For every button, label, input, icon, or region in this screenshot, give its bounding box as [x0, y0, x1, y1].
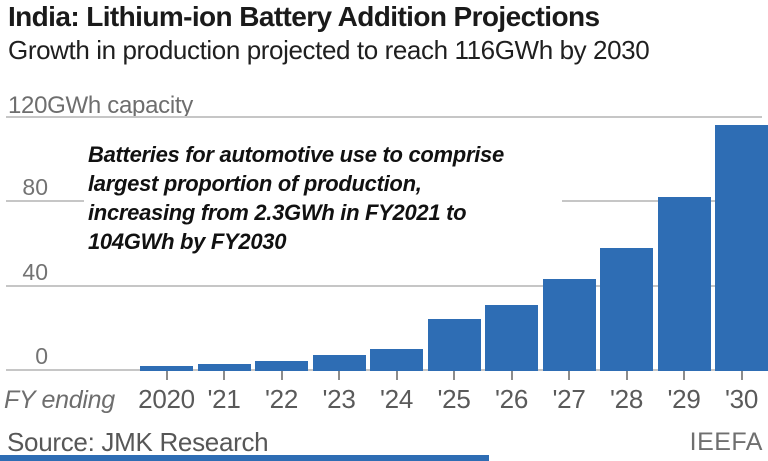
annotation-line: largest proportion of production,	[88, 171, 422, 196]
x-tick-'30	[740, 371, 743, 380]
x-tick-'27	[568, 371, 570, 380]
x-tick-'29	[683, 371, 685, 380]
y-tick-label-0: 0	[35, 343, 48, 369]
x-tick-2020	[165, 371, 168, 380]
x-tick-'25	[453, 371, 455, 380]
bar-2020	[140, 365, 193, 371]
bar-'24	[370, 348, 423, 371]
bar-'27	[542, 279, 596, 371]
gridline-120	[6, 116, 762, 118]
bar-'30	[715, 125, 768, 371]
x-tick-label-'25: '25	[437, 384, 471, 414]
y-tick-label-40: 40	[22, 258, 48, 285]
y-axis-capacity-label: 120GWh capacity	[8, 92, 193, 119]
bar-'25	[427, 319, 481, 371]
x-tick-label-'27: '27	[552, 384, 586, 414]
chart-annotation: Batteries for automotive use to comprise…	[84, 138, 562, 258]
bar-'22	[255, 360, 308, 371]
x-tick-'26	[510, 371, 513, 380]
x-tick-'28	[625, 371, 628, 380]
x-tick-label-2020: 2020	[138, 384, 195, 414]
x-tick-'23	[338, 371, 340, 380]
x-tick-label-'29: '29	[667, 384, 701, 414]
page-title: India: Lithium-ion Battery Addition Proj…	[8, 1, 600, 32]
bar-'23	[312, 355, 366, 371]
x-tick-label-'21: '21	[207, 384, 241, 414]
x-tick-label-'24: '24	[380, 384, 413, 414]
bar-'28	[600, 247, 653, 371]
x-tick-label-'22: '22	[265, 384, 298, 414]
x-tick-label-'30: '30	[725, 384, 758, 414]
x-tick-'21	[223, 371, 225, 380]
source-credit: Source: JMK Research	[7, 427, 269, 457]
x-tick-label-'23: '23	[322, 384, 356, 414]
bottom-accent-strip	[0, 455, 489, 461]
annotation-line: Batteries for automotive use to comprise	[88, 142, 504, 167]
x-tick-label-'26: '26	[495, 384, 528, 414]
bar-'21	[197, 363, 251, 371]
x-tick-'24	[395, 371, 398, 380]
bar-'29	[657, 197, 711, 371]
gridline-40	[6, 284, 762, 287]
x-tick-label-'28: '28	[610, 384, 643, 414]
bar-'26	[485, 304, 538, 371]
page-subtitle: Growth in production projected to reach …	[8, 35, 650, 65]
x-tick-'22	[280, 371, 283, 380]
annotation-line: increasing from 2.3GWh in FY2021 to	[88, 200, 467, 225]
annotation-line: 104GWh by FY2030	[88, 229, 287, 254]
x-axis-label: FY ending	[4, 386, 115, 414]
brand-logo-text: IEEFA	[689, 428, 763, 456]
y-tick-label-80: 80	[22, 174, 48, 201]
